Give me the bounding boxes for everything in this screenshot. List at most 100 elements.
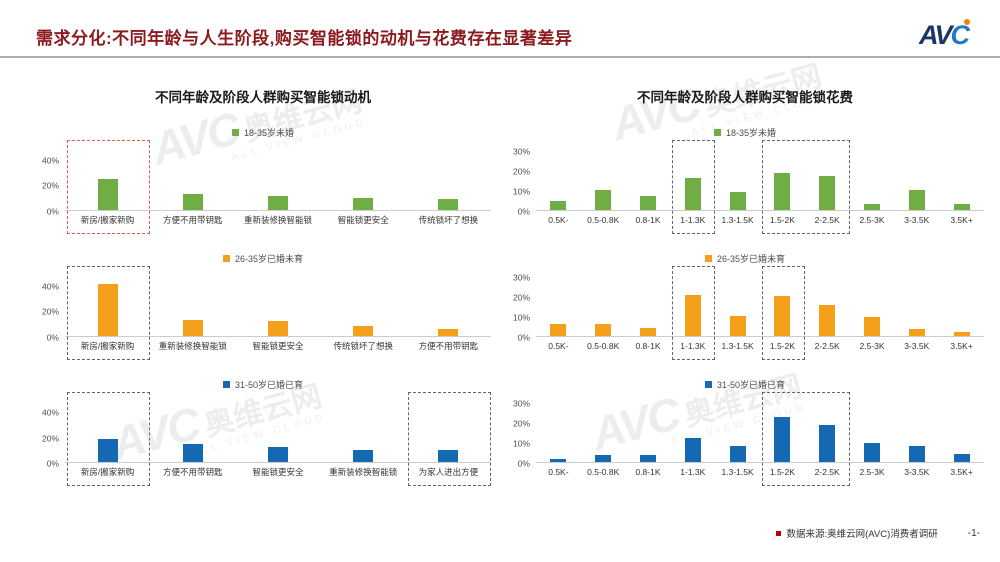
bar-slot [939, 397, 984, 463]
bar-slot [581, 397, 626, 463]
bar-slot [406, 145, 491, 210]
x-axis-label: 0.5K- [548, 215, 569, 225]
bar [97, 178, 118, 210]
x-axis-label: 0.8-1K [635, 467, 661, 478]
x-axis-label: 传统锁坏了想换 [418, 215, 479, 225]
bar-chart: 26-35岁已婚未育 0% 10% 20% 30% 0.5K- 0.5-0.8K 0.8-1K… [506, 252, 984, 361]
y-tick-label: 20% [512, 418, 530, 429]
bar [863, 317, 880, 337]
bar [774, 295, 791, 337]
legend-swatch [222, 380, 230, 388]
bar-slot [670, 271, 715, 337]
x-axis-label: 1.5-2K [769, 215, 795, 225]
bar [595, 324, 612, 337]
chart-legend: 26-35岁已婚未育 [35, 252, 491, 264]
bar [97, 283, 118, 337]
bar-slot [65, 145, 150, 210]
x-axis-label: 2.5-3K [859, 467, 885, 478]
y-tick-label: 20% [41, 180, 59, 191]
x-axis-label: 0.5-0.8K [587, 215, 620, 225]
chart-legend: 18-35岁未婚 [506, 126, 984, 138]
bar [182, 443, 203, 463]
y-tick-label: 0% [517, 331, 530, 342]
bar [774, 417, 791, 463]
x-axis-label: 智能锁更安全 [252, 467, 304, 478]
avc-logo: AVC [918, 19, 970, 50]
x-axis-label: 3-3.5K [904, 341, 930, 352]
legend-label: 26-35岁已婚未育 [234, 253, 304, 264]
x-axis-label: 新房/搬家新购 [80, 215, 135, 225]
bar [729, 315, 746, 337]
bar-slot [65, 397, 150, 463]
x-axis-label: 3.5K+ [950, 467, 973, 478]
bar [595, 190, 612, 210]
x-axis-label: 重新装修换智能锁 [329, 467, 398, 478]
bar-slot [235, 145, 320, 210]
x-axis-label: 2-2.5K [814, 467, 840, 478]
x-axis-label: 智能锁更安全 [337, 215, 389, 225]
bar [684, 294, 701, 337]
bar [639, 328, 656, 337]
y-tick-label: 0% [517, 205, 530, 216]
legend-swatch [713, 128, 721, 136]
header: 需求分化:不同年龄与人生阶段,购买智能锁的动机与花费存在显著差异 AVC [0, 0, 1000, 58]
bar-slot [760, 271, 805, 337]
x-axis-label: 传统锁坏了想换 [333, 341, 393, 352]
x-axis-label: 1.5-2K [769, 341, 795, 352]
bar [819, 304, 836, 337]
legend-swatch [231, 128, 239, 136]
bar [595, 454, 612, 463]
chart-legend: 26-35岁已婚未育 [506, 252, 984, 264]
x-axis-label: 1-1.3K [680, 467, 706, 478]
chart-legend: 18-35岁未婚 [35, 126, 491, 138]
bar-chart: 18-35岁未婚 0% 10% 20% 30% 0.5K- 0.5-0.8K 0.8-1K 1-… [506, 126, 984, 234]
bar [438, 449, 459, 463]
logo-text-av: AV [918, 20, 952, 50]
x-axis-label: 1-1.3K [680, 341, 706, 352]
plot-row: 0% 10% 20% 30% [506, 140, 984, 234]
bar [729, 445, 746, 463]
logo-text-c: C [950, 19, 970, 50]
bar [684, 437, 701, 463]
motivation-charts: 18-35岁未婚 0% 20% 40% 新房/搬家新购 方便不用带钥匙 重新装修换智能锁 智能… [35, 126, 491, 487]
x-axis-labels: 新房/搬家新购 方便不用带钥匙 智能锁更安全 重新装修换智能锁 为家人进出方便 [65, 467, 491, 477]
spend-panel: 不同年龄及阶段人群购买智能锁花费 18-35岁未婚 0% 10% 20% 30% 0.5K… [506, 86, 984, 505]
bar-chart: 31-50岁已婚已育 0% 10% 20% 30% 0.5K- 0.5-0.8K 0.8-1K… [506, 378, 984, 487]
y-tick-label: 0% [46, 458, 59, 469]
bar-slot [536, 397, 581, 463]
x-axis-label: 0.5-0.8K [587, 467, 620, 478]
bar-slot [536, 271, 581, 337]
bar [729, 192, 746, 210]
plot-area [65, 392, 491, 487]
bar [684, 177, 701, 210]
y-tick-label: 0% [517, 458, 530, 469]
plot-row: 0% 20% 40% [35, 140, 491, 234]
bar-chart: 18-35岁未婚 0% 20% 40% 新房/搬家新购 方便不用带钥匙 重新装修换智能锁 智能… [35, 126, 491, 234]
y-axis: 0% 20% 40% [35, 145, 65, 215]
bar-slot [805, 271, 850, 337]
bar-slot [850, 397, 895, 463]
plot-area [536, 392, 984, 487]
x-axis-label: 2-2.5K [814, 215, 840, 225]
bar [908, 329, 925, 337]
chart-legend: 31-50岁已婚已育 [506, 378, 984, 390]
legend-swatch [222, 254, 230, 262]
bar-slot [581, 271, 626, 337]
bar-slot [805, 397, 850, 463]
y-axis: 0% 10% 20% 30% [506, 397, 536, 467]
bar [268, 196, 288, 210]
x-axis-label: 为家人进出方便 [418, 467, 479, 478]
x-axis-label: 方便不用带钥匙 [418, 341, 479, 352]
x-axis-label: 3-3.5K [904, 215, 930, 225]
bar [353, 197, 374, 210]
x-axis-labels: 0.5K- 0.5-0.8K 0.8-1K 1-1.3K 1.3-1.5K 1.5-2K 2… [536, 215, 984, 225]
bar-slot [894, 397, 939, 463]
spend-charts: 18-35岁未婚 0% 10% 20% 30% 0.5K- 0.5-0.8K 0.8-1K 1-… [506, 126, 984, 487]
bar-slot [670, 145, 715, 210]
x-axis-label: 新房/搬家新购 [80, 341, 135, 352]
spend-chart-title: 不同年龄及阶段人群购买智能锁花费 [637, 90, 853, 105]
x-axis-label: 1.3-1.5K [721, 215, 754, 225]
legend-swatch [704, 380, 712, 388]
y-tick-label: 20% [41, 432, 59, 443]
y-tick-label: 0% [46, 205, 59, 216]
